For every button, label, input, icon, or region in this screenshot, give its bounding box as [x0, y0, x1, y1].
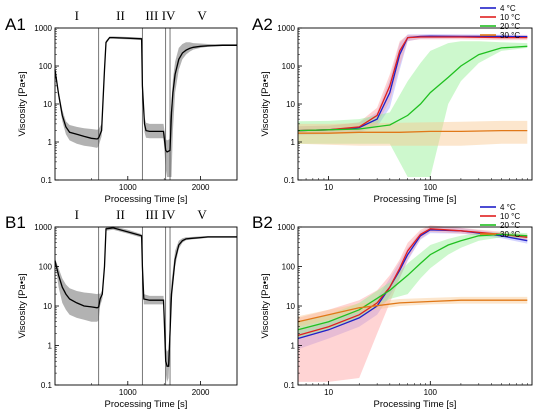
y-tick-label: 1: [291, 138, 296, 147]
y-tick-label: 1000: [277, 223, 295, 232]
series-line-2: [297, 233, 528, 331]
legend-label: 20 °C: [500, 22, 520, 31]
confidence-band-1: [298, 225, 528, 382]
x-axis-title: Processing Time [s]: [105, 399, 188, 410]
y-tick-label: 1000: [277, 24, 295, 33]
phase-label-3: IV: [162, 207, 176, 222]
y-axis-title: Viscosity [Pa•s]: [17, 72, 28, 137]
x-tick-label: 1000: [119, 388, 137, 397]
series-line-2: [297, 45, 528, 132]
panel-label: B1: [5, 213, 26, 232]
x-tick-label: 2000: [192, 388, 210, 397]
y-tick-label: 10: [43, 100, 52, 109]
panel-label: B2: [252, 213, 273, 232]
phase-label-2: III: [145, 8, 158, 23]
y-tick-label: 100: [39, 263, 53, 272]
x-axis-title: Processing Time [s]: [374, 399, 457, 410]
y-tick-label: 0.1: [284, 176, 296, 185]
panel-label: A1: [5, 15, 26, 34]
phase-label-1: II: [116, 207, 125, 222]
confidence-band-2: [298, 41, 528, 178]
y-axis-title: Viscosity [Pa•s]: [260, 72, 271, 137]
y-tick-label: 1000: [34, 223, 52, 232]
phase-label-0: I: [75, 207, 79, 222]
y-tick-label: 1: [48, 342, 53, 351]
y-tick-label: 10: [286, 302, 295, 311]
x-axis-title: Processing Time [s]: [105, 194, 188, 205]
legend-label: 10 °C: [500, 212, 520, 221]
legend-label: 4 °C: [500, 203, 516, 212]
y-tick-label: 0.1: [41, 381, 53, 390]
y-tick-label: 0.1: [41, 176, 53, 185]
x-tick-label: 2000: [192, 183, 210, 192]
panel-a2: A2 0.1 1 10 100 1000 10 100 Processing Time [s] V…: [252, 4, 533, 205]
plot-frame: [54, 27, 238, 181]
series-line-0: [54, 36, 237, 153]
legend-label: 30 °C: [500, 31, 520, 40]
series-line-1: [297, 228, 528, 337]
series-line-1: [297, 36, 528, 132]
y-tick-label: 10: [286, 100, 295, 109]
confidence-band-0: [55, 36, 237, 178]
series-line-0: [54, 227, 237, 367]
y-tick-label: 1000: [34, 24, 52, 33]
legend-label: 30 °C: [500, 230, 520, 239]
phase-label-3: IV: [162, 8, 176, 23]
x-tick-label: 10: [324, 388, 333, 397]
y-tick-label: 0.1: [284, 381, 296, 390]
y-axis-title: Viscosity [Pa•s]: [260, 274, 271, 339]
y-tick-label: 1: [48, 138, 53, 147]
legend-label: 10 °C: [500, 13, 520, 22]
y-tick-label: 100: [39, 62, 53, 71]
x-tick-label: 100: [424, 183, 438, 192]
legend-label: 4 °C: [500, 4, 516, 13]
x-axis-title: Processing Time [s]: [374, 194, 457, 205]
y-tick-label: 10: [43, 302, 52, 311]
series-line-3: [297, 299, 528, 323]
x-tick-label: 10: [324, 183, 333, 192]
y-axis-title: Viscosity [Pa•s]: [17, 274, 28, 339]
panel-b2: B2 0.1 1 10 100 1000 10 100 Processing Time [s] V…: [252, 203, 533, 410]
confidence-band-0: [55, 226, 237, 382]
y-tick-label: 1: [291, 342, 296, 351]
x-tick-label: 100: [424, 388, 438, 397]
y-tick-label: 100: [282, 263, 296, 272]
phase-label-2: III: [145, 207, 158, 222]
x-tick-label: 1000: [119, 183, 137, 192]
phase-label-1: II: [116, 8, 125, 23]
y-tick-label: 100: [282, 62, 296, 71]
phase-label-4: V: [197, 8, 207, 23]
phase-label-4: V: [197, 207, 207, 222]
panel-label: A2: [252, 15, 273, 34]
legend-label: 20 °C: [500, 221, 520, 230]
phase-label-0: I: [75, 8, 79, 23]
series-line-3: [298, 129, 528, 134]
